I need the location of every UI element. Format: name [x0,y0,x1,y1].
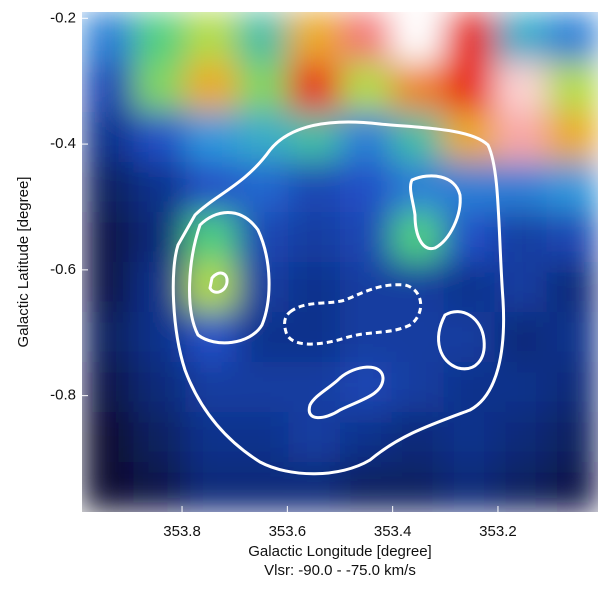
heat-cell [134,62,187,113]
heat-cell [443,112,496,163]
heat-cell [288,162,341,213]
heat-cell [546,312,599,363]
heat-cell [340,62,393,113]
heat-cell [546,362,599,413]
heat-cell [237,212,290,263]
heatmap-area [82,12,599,513]
heat-cell [237,12,290,63]
heat-cell [495,212,548,263]
heat-cell [288,112,341,163]
heat-cell [546,212,599,263]
heat-cell [443,412,496,463]
heat-cell [392,12,445,63]
chart-subtitle: Vlsr: -90.0 - -75.0 km/s [264,562,416,579]
heat-cell [134,362,187,413]
heat-cell [288,262,341,313]
heat-cell [134,12,187,63]
heat-cell [495,462,548,513]
heat-cell [82,162,135,213]
y-tick-label: -0.6 [50,261,76,278]
heat-cell [443,162,496,213]
heat-cell [495,162,548,213]
heat-cell [392,62,445,113]
heat-cell [443,462,496,513]
heat-cell [82,112,135,163]
heat-cell [82,62,135,113]
x-tick-label: 353.2 [479,523,517,540]
heat-cell [288,362,341,413]
heat-cell [546,412,599,463]
heat-cell [495,412,548,463]
header-mask [0,0,168,12]
heat-cell [392,412,445,463]
heat-cell [546,12,599,63]
heat-cell [82,362,135,413]
heat-cell [237,162,290,213]
x-axis-label: Galactic Longitude [degree] [248,543,431,560]
heat-cell [392,312,445,363]
heat-cell [288,462,341,513]
heat-cell [392,162,445,213]
heat-cell [82,12,135,63]
heat-cell [546,112,599,163]
heat-cell [340,262,393,313]
heat-cell [443,12,496,63]
heat-cell [185,12,238,63]
heat-cell [392,262,445,313]
heat-cell [546,462,599,513]
heat-cell [443,312,496,363]
heat-cell [288,12,341,63]
heatmap [82,12,599,513]
y-tick-label: -0.4 [50,135,76,152]
heat-cell [288,62,341,113]
y-tick-label: -0.8 [50,387,76,404]
heat-cell [392,462,445,513]
heat-cell [340,212,393,263]
heat-cell [134,412,187,463]
heat-cell [340,412,393,463]
heat-cell [495,12,548,63]
heat-cell [392,112,445,163]
heat-cell [134,262,187,313]
heat-cell [82,312,135,363]
heat-cell [340,162,393,213]
heat-cell [134,212,187,263]
heat-cell [134,112,187,163]
heat-cell [82,462,135,513]
heat-cell [340,112,393,163]
heat-cell [546,162,599,213]
heat-cell [82,262,135,313]
heat-cell [237,262,290,313]
heat-cell [237,62,290,113]
heat-cell [443,212,496,263]
heat-cell [392,362,445,413]
heat-cell [185,462,238,513]
chart: Galactic Longitude [degree] Vlsr: -90.0 … [0,0,606,584]
y-tick-label: -0.2 [50,9,76,26]
heat-cell [546,62,599,113]
heat-cell [443,262,496,313]
heat-cell [288,312,341,363]
x-tick-label: 353.8 [163,523,201,540]
heat-cell [237,412,290,463]
heat-cell [340,12,393,63]
x-tick-label: 353.6 [269,523,307,540]
heat-cell [495,362,548,413]
y-axis-label: Galactic Latitude [degree] [15,177,32,348]
heat-cell [237,362,290,413]
heat-cell [82,412,135,463]
heat-cell [443,62,496,113]
heat-cell [134,462,187,513]
heat-cell [495,112,548,163]
heat-cell [288,412,341,463]
heat-cell [495,62,548,113]
x-tick-label: 353.4 [374,523,412,540]
heat-cell [546,262,599,313]
heat-cell [134,162,187,213]
heat-cell [185,62,238,113]
heat-cell [288,212,341,263]
heat-cell [82,212,135,263]
heat-cell [185,112,238,163]
